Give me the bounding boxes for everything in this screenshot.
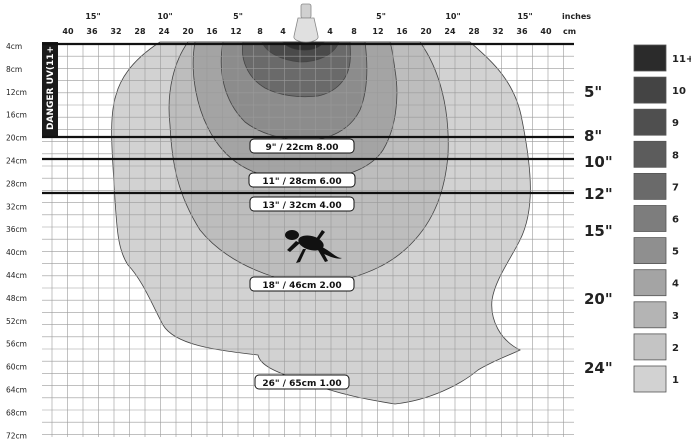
y-tick: 56cm: [6, 340, 27, 349]
legend-label: 8: [672, 150, 679, 161]
x-cm-tick: 28: [134, 27, 146, 36]
legend-swatch: [634, 173, 666, 199]
x-inch-tick: 5": [376, 12, 386, 21]
y-tick: 8cm: [6, 65, 22, 74]
legend-swatch: [634, 302, 666, 328]
x-cm-tick: 36: [516, 27, 528, 36]
right-distance-label: 10": [584, 153, 613, 171]
legend-swatch: [634, 366, 666, 392]
legend-swatch: [634, 270, 666, 296]
x-cm-tick: 16: [206, 27, 218, 36]
legend-label: 11+: [672, 54, 691, 65]
x-inch-tick: 5": [233, 12, 243, 21]
x-cm-tick: 4: [327, 27, 333, 36]
x-inch-tick: 10": [157, 12, 172, 21]
x-cm-tick: 32: [110, 27, 121, 36]
legend-swatch: [634, 206, 666, 232]
inches-axis-label: inches: [562, 12, 591, 21]
x-cm-tick: 20: [182, 27, 194, 36]
legend-swatch: [634, 45, 666, 71]
legend-label: 7: [672, 182, 679, 193]
x-inch-tick: 15": [517, 12, 532, 21]
x-cm-tick: 36: [86, 27, 98, 36]
y-axis-ticks: 4cm 8cm 12cm 16cm 20cm 24cm 28cm 32cm 36cm 40cm 44…: [6, 42, 27, 439]
right-distance-labels: 5" 8" 10" 12" 15" 20" 24": [584, 83, 613, 377]
x-cm-tick: 4: [280, 27, 286, 36]
zone-label: 9" / 22cm 8.00: [265, 143, 338, 153]
zone-label: 11" / 28cm 6.00: [262, 177, 341, 187]
right-distance-label: 24": [584, 359, 613, 377]
right-distance-label: 8": [584, 127, 602, 145]
x-cm-tick: 40: [540, 27, 552, 36]
y-tick: 64cm: [6, 386, 27, 395]
y-tick: 60cm: [6, 363, 27, 372]
y-tick: 48cm: [6, 294, 27, 303]
x-cm-tick: 24: [158, 27, 170, 36]
x-cm-tick: 12: [230, 27, 241, 36]
y-tick: 52cm: [6, 317, 27, 326]
right-distance-label: 15": [584, 222, 613, 240]
legend-swatch: [634, 109, 666, 135]
legend-label: 10: [672, 86, 686, 97]
legend-swatch: [634, 77, 666, 103]
y-tick: 28cm: [6, 179, 27, 188]
x-cm-tick: 40: [62, 27, 74, 36]
y-tick: 4cm: [6, 42, 22, 51]
y-tick: 16cm: [6, 111, 27, 120]
legend-swatch: [634, 238, 666, 264]
y-tick: 20cm: [6, 134, 27, 143]
uv-zones: [112, 42, 531, 404]
zone-label: 13" / 32cm 4.00: [262, 201, 341, 211]
y-tick: 44cm: [6, 271, 27, 280]
legend-label: 6: [672, 215, 679, 226]
x-cm-tick: 28: [468, 27, 480, 36]
x-inch-tick: 10": [445, 12, 460, 21]
x-cm-tick: 8: [257, 27, 263, 36]
legend-label: 4: [672, 279, 679, 290]
uv-legend: 11+ 10 9 8 7 6 5 4 3 2 1: [634, 45, 691, 392]
right-distance-label: 5": [584, 83, 602, 101]
legend-swatch: [634, 334, 666, 360]
legend-label: 1: [672, 375, 679, 386]
x-cm-tick: 12: [372, 27, 383, 36]
lamp-bulb-icon: [294, 4, 318, 42]
zone-label: 26" / 65cm 1.00: [262, 379, 341, 389]
right-distance-label: 12": [584, 185, 613, 203]
x-cm-tick: 8: [351, 27, 357, 36]
y-tick: 24cm: [6, 157, 27, 166]
right-distance-label: 20": [584, 290, 613, 308]
legend-swatch: [634, 141, 666, 167]
y-tick: 36cm: [6, 225, 27, 234]
legend-label: 2: [672, 343, 679, 354]
x-cm-tick: 32: [492, 27, 503, 36]
y-tick: 72cm: [6, 431, 27, 439]
x-cm-tick: 16: [396, 27, 408, 36]
x-cm-tick: 24: [444, 27, 456, 36]
danger-label: DANGER UV(11+: [46, 46, 56, 130]
x-inch-tick: 15": [85, 12, 100, 21]
y-tick: 32cm: [6, 202, 27, 211]
y-tick: 40cm: [6, 248, 27, 257]
x-cm-tick: 20: [420, 27, 432, 36]
zone-label: 18" / 46cm 2.00: [262, 281, 341, 291]
legend-label: 3: [672, 311, 679, 322]
cm-axis-label: cm: [563, 27, 576, 36]
y-tick: 12cm: [6, 88, 27, 97]
legend-label: 9: [672, 118, 679, 129]
legend-label: 5: [672, 247, 679, 258]
y-tick: 68cm: [6, 408, 27, 417]
